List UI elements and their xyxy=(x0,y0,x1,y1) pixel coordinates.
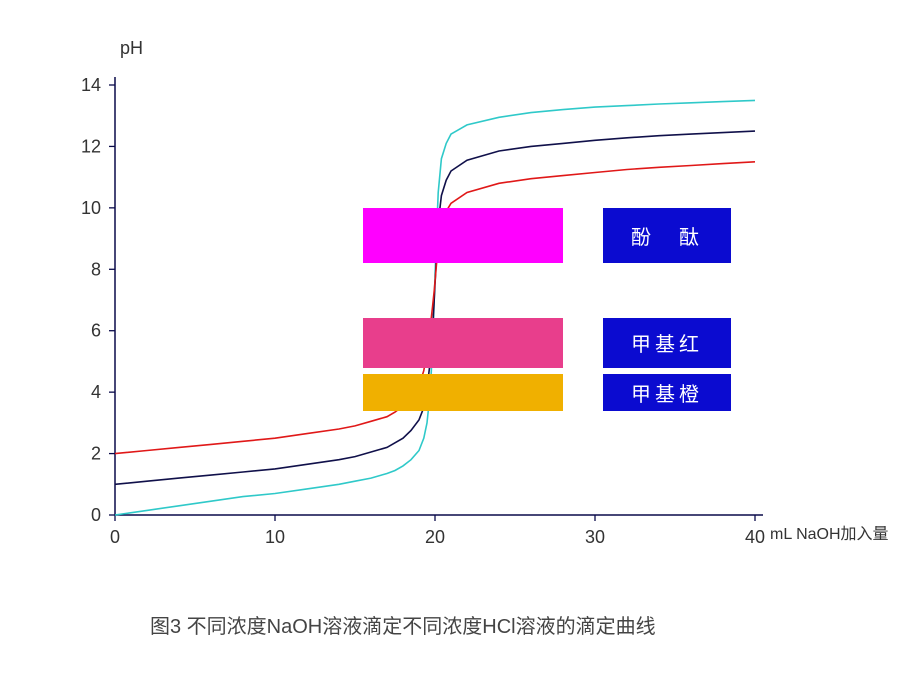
curve-medium-concentration xyxy=(115,131,755,484)
figure-caption: 图3 不同浓度NaOH溶液滴定不同浓度HCl溶液的滴定曲线 xyxy=(150,610,656,639)
chart-stage: pH 02468101214010203040 酚 酞甲基红甲基橙 mL NaO… xyxy=(0,0,920,690)
y-tick-label: 2 xyxy=(91,444,101,464)
x-tick-label: 40 xyxy=(745,527,765,547)
x-tick-label: 10 xyxy=(265,527,285,547)
indicator-label-methyl-orange: 甲基橙 xyxy=(603,374,731,411)
x-tick-label: 20 xyxy=(425,527,445,547)
y-tick-label: 12 xyxy=(81,136,101,156)
x-tick-label: 0 xyxy=(110,527,120,547)
y-tick-label: 10 xyxy=(81,198,101,218)
y-tick-label: 8 xyxy=(91,259,101,279)
y-tick-label: 4 xyxy=(91,382,101,402)
indicator-band-phenolphthalein xyxy=(363,208,563,263)
curve-high-concentration xyxy=(115,100,755,515)
y-tick-label: 14 xyxy=(81,75,101,95)
indicator-label-methyl-red: 甲基红 xyxy=(603,318,731,367)
x-axis-title: mL NaOH加入量 xyxy=(770,520,889,544)
x-tick-label: 30 xyxy=(585,527,605,547)
indicator-band-methyl-red xyxy=(363,318,563,367)
indicator-label-phenolphthalein: 酚 酞 xyxy=(603,208,731,263)
y-tick-label: 0 xyxy=(91,505,101,525)
indicator-band-methyl-orange xyxy=(363,374,563,411)
y-tick-label: 6 xyxy=(91,321,101,341)
